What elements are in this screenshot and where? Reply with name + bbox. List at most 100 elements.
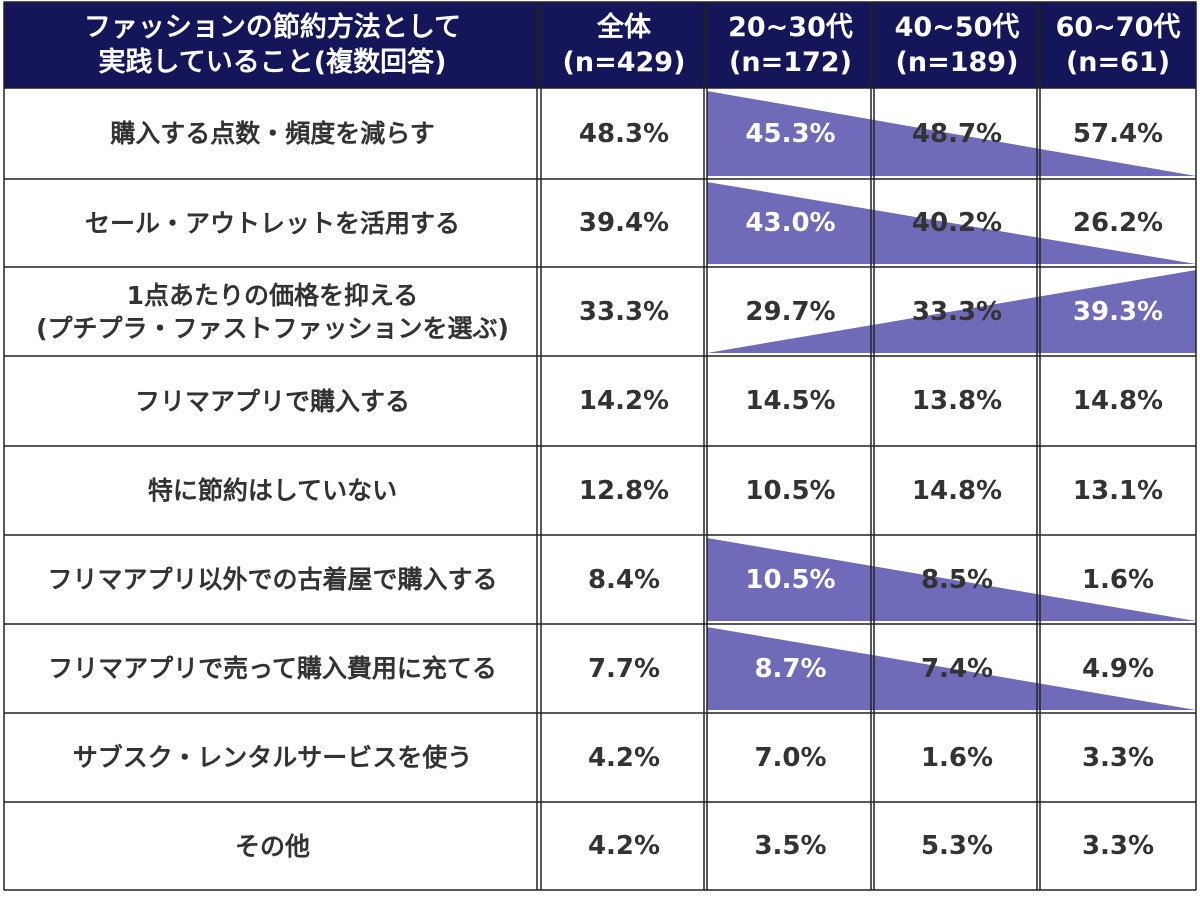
header-label: ファッションの節約方法として 実践していること(複数回答) (84, 10, 461, 80)
value-text: 4.2% (587, 742, 661, 773)
row-label-line: フリマアプリで売って購入費用に充てる (48, 654, 497, 683)
value-cell: 14.8% (1040, 356, 1196, 446)
row-label: 購入する点数・頻度を減らす (110, 117, 435, 150)
header-column-1: 20~30代 (n=172) (707, 2, 874, 88)
value-text: 3.5% (754, 831, 827, 861)
row-label-line: その他 (234, 831, 310, 861)
value-text: 12.8% (578, 475, 670, 506)
row-label: 特に節約はしていない (148, 474, 397, 507)
value-cell: 57.4% (1040, 88, 1196, 179)
value-text: 48.3% (578, 118, 670, 149)
row-label-cell: 1点あたりの価格を抑える (プチプラ・ファストファッションを選ぶ) (4, 267, 541, 356)
value-cell: 10.5% (707, 535, 874, 624)
value-text: 14.5% (745, 386, 836, 416)
row-label-cell: フリマアプリで購入する (4, 356, 541, 446)
value-cell: 39.4% (541, 179, 707, 267)
row-label: その他 (235, 830, 310, 863)
value-text: 48.7% (911, 118, 1003, 149)
value-cell: 29.7% (707, 267, 874, 356)
value-cell: 5.3% (874, 802, 1040, 890)
value-cell: 13.1% (1040, 446, 1196, 535)
value-cell: 14.2% (541, 356, 707, 446)
value-text: 5.3% (920, 831, 994, 861)
row-label-line: フリマアプリで購入する (134, 386, 410, 416)
value-text: 7.7% (587, 653, 661, 684)
value-cell: 1.6% (874, 713, 1040, 802)
value-text: 43.0% (745, 208, 836, 238)
value-text: 13.1% (1072, 475, 1164, 506)
row-label-line: サブスク・レンタルサービスを使う (72, 743, 473, 772)
value-text: 14.2% (578, 386, 670, 416)
header-column-0: 全体 (n=429) (541, 2, 707, 88)
header-label-cell: ファッションの節約方法として 実践していること(複数回答) (4, 2, 541, 88)
value-text: 40.2% (911, 208, 1003, 238)
row-label-line: (プチプラ・ファストファッションを選ぶ) (36, 313, 509, 343)
value-cell: 33.3% (874, 267, 1040, 356)
value-text: 8.5% (920, 564, 994, 595)
value-cell: 14.5% (707, 356, 874, 446)
value-text: 57.4% (1072, 118, 1164, 149)
value-cell: 45.3% (707, 88, 874, 179)
value-cell: 43.0% (707, 179, 874, 267)
value-cell: 33.3% (541, 267, 707, 356)
value-text: 14.8% (911, 475, 1003, 506)
header-column-3: 60~70代 (n=61) (1040, 2, 1196, 88)
row-label: フリマアプリ以外での古着屋で購入する (47, 563, 497, 596)
header-column-text: 20~30代 (n=172) (728, 10, 853, 80)
header-label-line1: ファッションの節約方法として (83, 12, 462, 43)
row-label-cell: その他 (4, 802, 541, 890)
value-cell: 12.8% (541, 446, 707, 535)
value-cell: 48.7% (874, 88, 1040, 179)
value-text: 4.2% (587, 831, 661, 861)
row-label-cell: サブスク・レンタルサービスを使う (4, 713, 541, 802)
value-cell: 3.5% (707, 802, 874, 890)
value-text: 8.4% (587, 564, 661, 595)
header-column-n: (n=189) (895, 47, 1019, 78)
header-column-name: 60~70代 (1055, 12, 1181, 43)
trend-triangle-up (707, 270, 1196, 353)
value-cell: 3.3% (1040, 713, 1196, 802)
value-cell: 8.4% (541, 535, 707, 624)
value-cell: 13.8% (874, 356, 1040, 446)
row-label-line: フリマアプリ以外での古着屋で購入する (47, 565, 498, 594)
value-text: 39.3% (1072, 296, 1164, 327)
value-text: 33.3% (578, 296, 670, 327)
value-text: 1.6% (920, 742, 994, 773)
trend-triangle-down (707, 91, 1196, 176)
value-cell: 4.2% (541, 713, 707, 802)
value-cell: 4.9% (1040, 624, 1196, 713)
trend-triangle-down (707, 538, 1196, 621)
row-label: 1点あたりの価格を抑える (プチプラ・ファストファッションを選ぶ) (36, 279, 509, 345)
value-cell: 48.3% (541, 88, 707, 179)
header-column-name: 40~50代 (894, 12, 1020, 43)
header-column-n: (n=429) (562, 47, 686, 78)
header-column-n: (n=61) (1065, 47, 1171, 78)
value-text: 10.5% (745, 475, 836, 506)
value-cell: 7.0% (707, 713, 874, 802)
header-column-n: (n=172) (729, 47, 852, 78)
row-label: サブスク・レンタルサービスを使う (73, 741, 473, 774)
value-cell: 10.5% (707, 446, 874, 535)
row-label-cell: フリマアプリで売って購入費用に充てる (4, 624, 541, 713)
row-label: セール・アウトレットを活用する (85, 207, 460, 240)
row-label: フリマアプリで購入する (135, 385, 410, 418)
value-text: 13.8% (911, 386, 1003, 416)
value-cell: 40.2% (874, 179, 1040, 267)
row-label-cell: フリマアプリ以外での古着屋で購入する (4, 535, 541, 624)
row-label: フリマアプリで売って購入費用に充てる (48, 652, 497, 685)
value-text: 29.7% (745, 296, 836, 327)
header-column-2: 40~50代 (n=189) (874, 2, 1040, 88)
header-column-text: 40~50代 (n=189) (895, 10, 1020, 80)
row-label-cell: 特に節約はしていない (4, 446, 541, 535)
value-cell: 14.8% (874, 446, 1040, 535)
header-column-name: 全体 (596, 12, 651, 43)
header-column-text: 全体 (n=429) (563, 10, 686, 80)
value-text: 26.2% (1072, 208, 1164, 238)
row-label-cell: セール・アウトレットを活用する (4, 179, 541, 267)
row-label-cell: 購入する点数・頻度を減らす (4, 88, 541, 179)
row-label-line: 特に節約はしていない (147, 476, 398, 505)
value-cell: 1.6% (1040, 535, 1196, 624)
value-text: 39.4% (578, 208, 670, 238)
header-column-text: 60~70代 (n=61) (1056, 10, 1181, 80)
